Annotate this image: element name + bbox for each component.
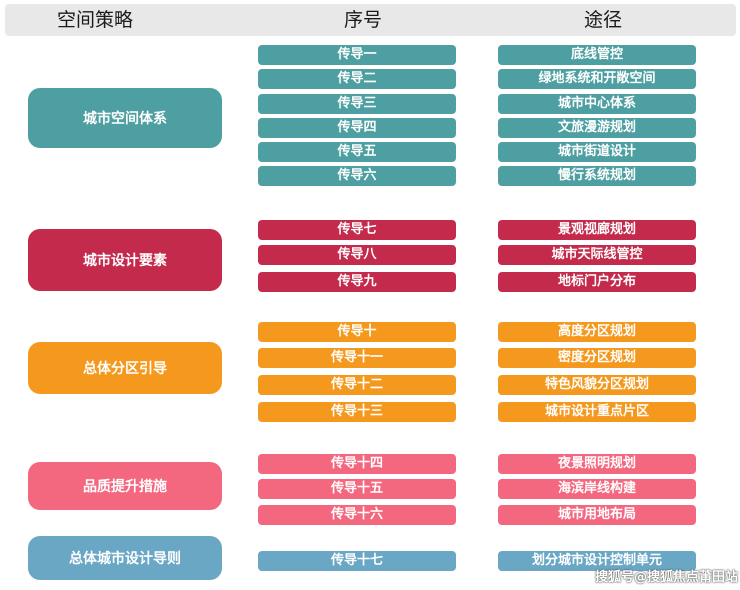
- header-strategy: 空间策略: [56, 9, 133, 31]
- sequence-pill: 传导十五: [258, 479, 456, 499]
- table-header: 空间策略 序号 途径: [5, 4, 736, 36]
- sequence-pill: 传导六: [258, 166, 456, 186]
- sequence-pill: 传导十: [258, 322, 456, 342]
- category-overall-zoning-guidance: 总体分区引导: [28, 342, 222, 394]
- approach-pill: 夜景照明规划: [498, 454, 696, 474]
- watermark: 搜狐号@搜狐焦点莆田站: [594, 570, 738, 585]
- sequence-pill: 传导七: [258, 220, 456, 240]
- approach-pill: 绿地系统和开敞空间: [498, 69, 696, 89]
- category-overall-design-guidelines: 总体城市设计导则: [28, 536, 222, 580]
- sequence-pill: 传导十三: [258, 402, 456, 422]
- approach-pill: 城市天际线管控: [498, 245, 696, 265]
- sequence-pill: 传导八: [258, 245, 456, 265]
- approach-pill: 划分城市设计控制单元: [498, 551, 696, 571]
- approach-pill: 特色风貌分区规划: [498, 375, 696, 395]
- approach-pill: 地标门户分布: [498, 272, 696, 292]
- sequence-pill: 传导十二: [258, 375, 456, 395]
- approach-pill: 慢行系统规划: [498, 166, 696, 186]
- sequence-pill: 传导四: [258, 118, 456, 138]
- sequence-pill: 传导三: [258, 94, 456, 114]
- header-approach: 途径: [583, 9, 622, 31]
- approach-pill: 景观视廊规划: [498, 220, 696, 240]
- sequence-pill: 传导九: [258, 272, 456, 292]
- sequence-pill: 传导十七: [258, 551, 456, 571]
- sequence-pill: 传导十一: [258, 348, 456, 368]
- approach-pill: 城市设计重点片区: [498, 402, 696, 422]
- approach-pill: 底线管控: [498, 45, 696, 65]
- approach-pill: 高度分区规划: [498, 322, 696, 342]
- sequence-pill: 传导二: [258, 69, 456, 89]
- category-city-spatial-system: 城市空间体系: [28, 88, 222, 148]
- sequence-pill: 传导十四: [258, 454, 456, 474]
- sequence-pill: 传导十六: [258, 505, 456, 525]
- sequence-pill: 传导一: [258, 45, 456, 65]
- sequence-pill: 传导五: [258, 142, 456, 162]
- approach-pill: 文旅漫游规划: [498, 118, 696, 138]
- header-sequence: 序号: [343, 9, 382, 31]
- approach-pill: 城市用地布局: [498, 505, 696, 525]
- category-urban-design-elements: 城市设计要素: [28, 229, 222, 291]
- approach-pill: 密度分区规划: [498, 348, 696, 368]
- approach-pill: 城市街道设计: [498, 142, 696, 162]
- approach-pill: 城市中心体系: [498, 94, 696, 114]
- category-quality-improvement: 品质提升措施: [28, 462, 222, 510]
- approach-pill: 海滨岸线构建: [498, 479, 696, 499]
